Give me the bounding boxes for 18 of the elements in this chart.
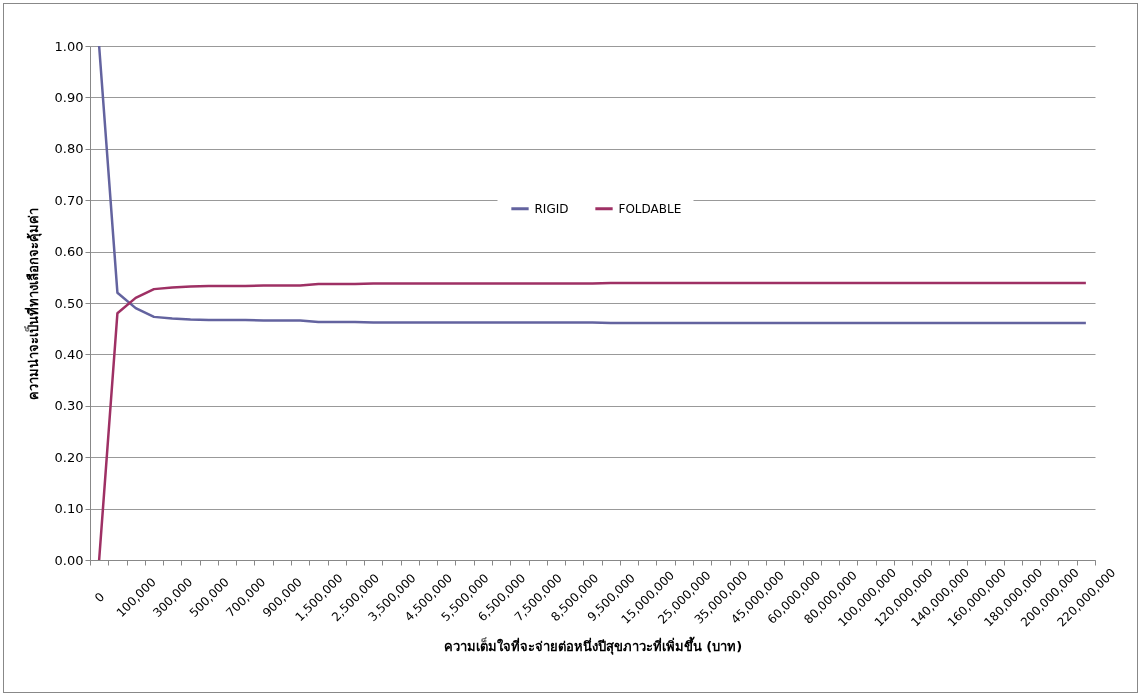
legend-label: FOLDABLE: [618, 201, 682, 216]
y-tick-label: 0.90: [54, 89, 84, 105]
y-tick-label: 0.00: [54, 552, 84, 568]
y-tick-label: 0.50: [54, 295, 84, 311]
legend-label: RIGID: [534, 201, 569, 216]
y-tick-label: 0.40: [54, 346, 84, 362]
y-tick-label: 0.10: [54, 501, 84, 517]
y-tick-label: 1.00: [54, 38, 84, 54]
x-axis-title: ความเต็มใจที่จะจ่ายต่อหนึ่งปีสุขภาวะที่เพิ่มขึ้น (บาท): [443, 635, 743, 655]
x-tick-label: 0: [91, 589, 108, 606]
line-series: [97, 281, 1088, 562]
y-tick-label: 0.60: [54, 244, 84, 260]
y-tick-label: 0.70: [54, 192, 84, 208]
y-axis-title: ความน่าจะเป็นที่ทางเลือกจะคุ้มค่า: [23, 207, 42, 400]
y-tick-label: 0.30: [54, 398, 84, 414]
y-tick-label: 0.80: [54, 141, 84, 157]
line-series: [97, 44, 1088, 325]
y-tick-label: 0.20: [54, 449, 84, 465]
